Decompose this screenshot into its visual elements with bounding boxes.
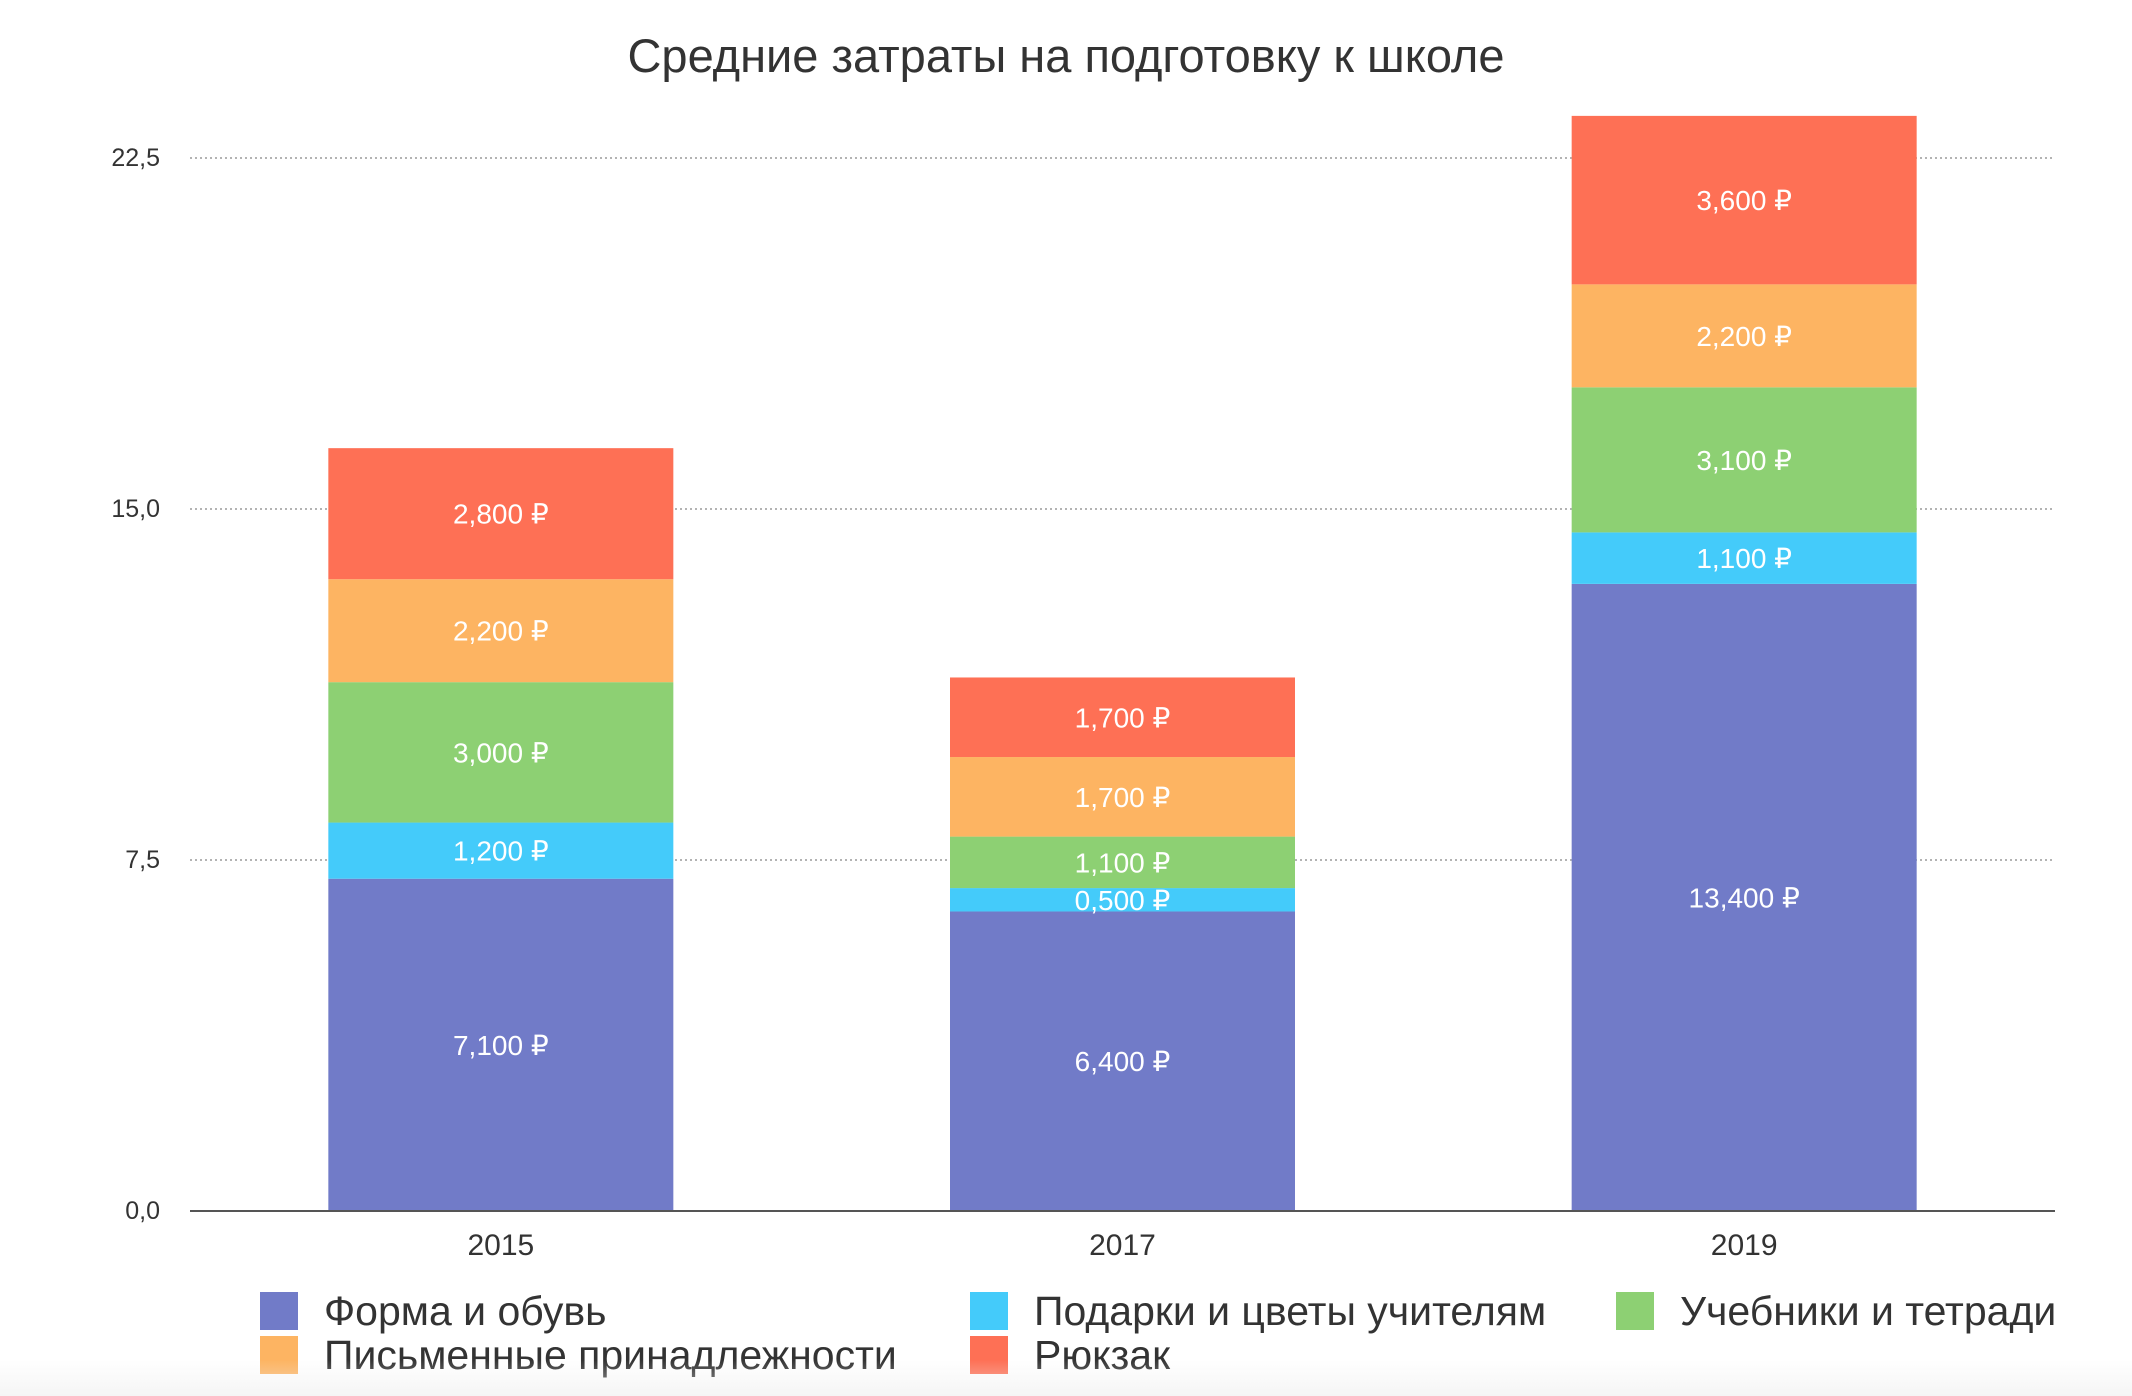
chart-title: Средние затраты на подготовку к школе	[627, 29, 1505, 82]
bar-segment	[950, 911, 1295, 1211]
data-label: 1,700 ₽	[1075, 702, 1171, 733]
bar-segment	[328, 878, 674, 1211]
axes: 0,0 7,5 15,0 22,5 2015 2017 2019	[111, 144, 2055, 1262]
x-tick-label: 2015	[467, 1229, 534, 1262]
legend-label-textbooks: Учебники и тетради	[1680, 1287, 2057, 1334]
bar-segment	[950, 677, 1295, 758]
legend-swatch-gifts	[970, 1292, 1008, 1330]
data-label: 1,100 ₽	[1696, 543, 1792, 574]
data-label: 1,200 ₽	[453, 836, 549, 867]
data-label: 0,500 ₽	[1075, 885, 1171, 916]
legend-swatch-uniform	[260, 1292, 298, 1330]
bar-segment	[950, 888, 1295, 912]
bars	[328, 115, 1917, 1211]
data-labels: 7,100 ₽ 1,200 ₽ 3,000 ₽ 2,200 ₽ 2,800 ₽ 6,400…	[453, 185, 1800, 1077]
bar-segment	[328, 682, 674, 823]
bar-segment	[328, 448, 674, 580]
bar-segment	[950, 836, 1295, 889]
bar-segment	[1571, 583, 1917, 1211]
data-label: 1,100 ₽	[1075, 847, 1171, 878]
bottom-fade	[0, 1360, 2132, 1396]
bar-segment	[1571, 284, 1917, 388]
data-label: 7,100 ₽	[453, 1030, 549, 1061]
data-label: 3,600 ₽	[1696, 185, 1792, 216]
data-label: 1,700 ₽	[1075, 782, 1171, 813]
legend-label-uniform: Форма и обувь	[324, 1287, 607, 1334]
data-label: 6,400 ₽	[1075, 1046, 1171, 1077]
legend-swatch-textbooks	[1616, 1292, 1654, 1330]
legend-item-uniform: Форма и обувь	[260, 1287, 607, 1334]
bar-segment	[1571, 532, 1917, 584]
x-tick-label: 2017	[1089, 1229, 1156, 1262]
data-label: 2,200 ₽	[1696, 321, 1792, 352]
bar-segment	[1571, 387, 1917, 533]
data-label: 2,800 ₽	[453, 499, 549, 530]
legend-label-gifts: Подарки и цветы учителям	[1034, 1287, 1547, 1334]
y-tick-label: 0,0	[125, 1197, 160, 1225]
y-tick-label: 22,5	[111, 144, 160, 172]
stacked-bar-chart: 7,100 ₽ 1,200 ₽ 3,000 ₽ 2,200 ₽ 2,800 ₽ 6,400…	[111, 115, 2055, 1262]
bar-segment	[1571, 115, 1917, 285]
legend-item-gifts: Подарки и цветы учителям	[970, 1287, 1547, 1334]
legend-item-textbooks: Учебники и тетради	[1616, 1287, 2057, 1334]
bar-segment	[328, 579, 674, 683]
y-tick-label: 15,0	[111, 495, 160, 523]
data-label: 13,400 ₽	[1689, 882, 1800, 913]
data-label: 2,200 ₽	[453, 616, 549, 647]
data-label: 3,000 ₽	[453, 737, 549, 768]
bar-segment	[950, 757, 1295, 837]
data-label: 3,100 ₽	[1696, 445, 1792, 476]
x-tick-label: 2019	[1711, 1229, 1778, 1262]
y-tick-label: 7,5	[125, 846, 160, 874]
bar-segment	[328, 822, 674, 879]
